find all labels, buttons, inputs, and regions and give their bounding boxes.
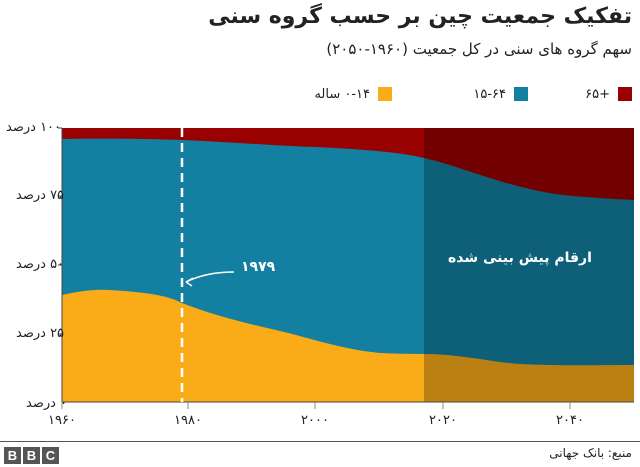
y-tick-25: ۲۵ درصد: [16, 326, 65, 341]
x-tick-1980: ۱۹۸۰: [174, 413, 202, 428]
legend-swatch-15-64: [514, 87, 528, 101]
x-tick-2040: ۲۰۴۰: [556, 413, 584, 428]
legend-item-65-plus: +۶۵: [585, 84, 632, 104]
x-tick-2000: ۲۰۰۰: [301, 413, 329, 428]
legend-item-0-14: ۰-۱۴ ساله: [314, 84, 392, 104]
legend-label-65-plus: +۶۵: [585, 86, 610, 102]
annotation-1979: ۱۹۷۹: [241, 259, 276, 275]
footer-divider: [0, 441, 640, 442]
area-0-14: [62, 289, 634, 402]
y-tick-75: ۷۵ درصد: [16, 188, 65, 203]
projection-shade: [424, 128, 634, 402]
legend-item-15-64: ۱۵-۶۴: [473, 84, 528, 104]
legend-swatch-65-plus: [618, 87, 632, 101]
y-tick-100: ۱۰۰ درصد: [6, 120, 62, 135]
y-tick-0: ۰ درصد: [26, 396, 68, 411]
legend-label-15-64: ۱۵-۶۴: [473, 86, 506, 102]
y-tick-50: ۵۰ درصد: [16, 257, 65, 272]
x-tick-2020: ۲۰۲۰: [429, 413, 457, 428]
bbc-logo: B B C: [4, 447, 59, 464]
legend-swatch-0-14: [378, 87, 392, 101]
projection-label: ارقام پیش بینی شده: [448, 250, 592, 266]
source-note: منبع: بانک جهانی: [549, 446, 632, 460]
x-tick-1960: ۱۹۶۰: [48, 413, 76, 428]
chart-title: تفکیک جمعیت چین بر حسب گروه سنی: [208, 4, 632, 29]
chart-subtitle: سهم گروه های سنی در کل جمعیت (۱۹۶۰-۲۰۵۰): [326, 40, 632, 58]
legend-label-0-14: ۰-۱۴ ساله: [314, 86, 370, 102]
